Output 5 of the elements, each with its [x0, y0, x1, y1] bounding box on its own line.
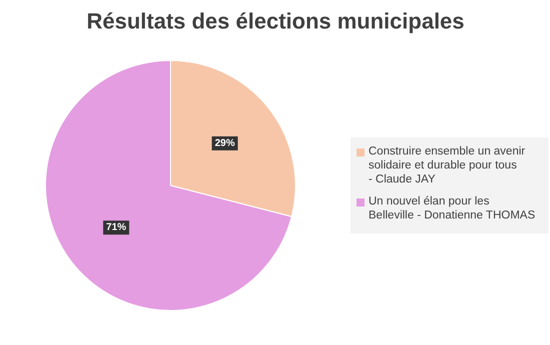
- legend-label: Construire ensemble un avenir solidaire et durable pour tous - Claude JAY: [368, 146, 526, 186]
- chart-title: Résultats des élections municipales: [86, 8, 464, 34]
- data-label: 71%: [106, 222, 126, 234]
- legend-label: Un nouvel élan pour les Belleville - Donatienne THOMAS: [368, 196, 536, 222]
- data-label: 29%: [214, 138, 235, 149]
